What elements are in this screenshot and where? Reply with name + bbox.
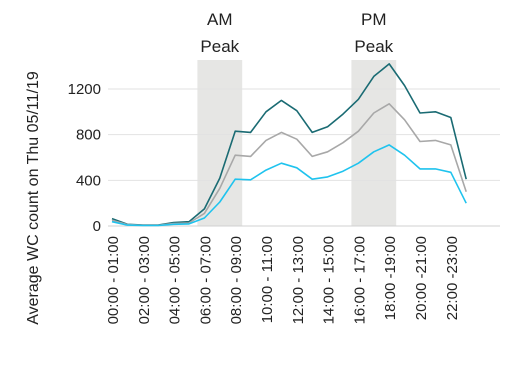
peak-label-line1: PM <box>361 10 387 29</box>
x-tick-label: 16:00 - 17:00 <box>351 236 368 324</box>
x-tick-label: 06:00 - 07:00 <box>197 236 214 324</box>
x-tick-label: 22:00 -23:00 <box>444 236 461 320</box>
x-tick-label: 02:00 - 03:00 <box>136 236 153 324</box>
x-tick-label: 14:00 - 15:00 <box>321 236 338 324</box>
peak-bands <box>197 60 397 226</box>
series-lines <box>111 63 467 227</box>
x-tick-labels: 00:00 - 01:00 02:00 - 03:00 04:00 - 05:00 0… <box>105 236 461 324</box>
x-tick-label: 20:00 -21:00 <box>413 236 430 320</box>
gridlines <box>108 88 500 227</box>
series-line-0 <box>111 63 467 226</box>
x-tick-label: 18:00 -19:00 <box>382 236 399 320</box>
peak-label-line2: Peak <box>200 37 239 56</box>
y-tick-label: 800 <box>76 127 101 144</box>
x-tick-label: 10:00 - 11:00 <box>259 236 276 323</box>
x-tick-label: 12:00 - 13:00 <box>290 236 307 324</box>
y-tick-labels: 0 400 800 1200 <box>68 81 101 235</box>
series-line-2 <box>111 144 467 227</box>
x-tick-label: 04:00 - 05:00 <box>167 236 184 324</box>
y-tick-label: 1200 <box>68 81 101 98</box>
y-axis-label: Average WC count on Thu 05/11/19 <box>25 71 42 325</box>
y-tick-label: 0 <box>93 218 101 235</box>
series-line-1 <box>111 103 467 227</box>
x-tick-label: 08:00 - 09:00 <box>228 236 245 324</box>
x-tick-label: 00:00 - 01:00 <box>105 236 122 324</box>
peak-label-line1: AM <box>207 10 233 29</box>
y-tick-label: 400 <box>76 172 101 189</box>
peak-band-1 <box>351 60 397 226</box>
peak-band-0 <box>197 60 243 226</box>
peak-annotations: AM Peak PM Peak <box>200 10 393 56</box>
peak-label-line2: Peak <box>354 37 393 56</box>
